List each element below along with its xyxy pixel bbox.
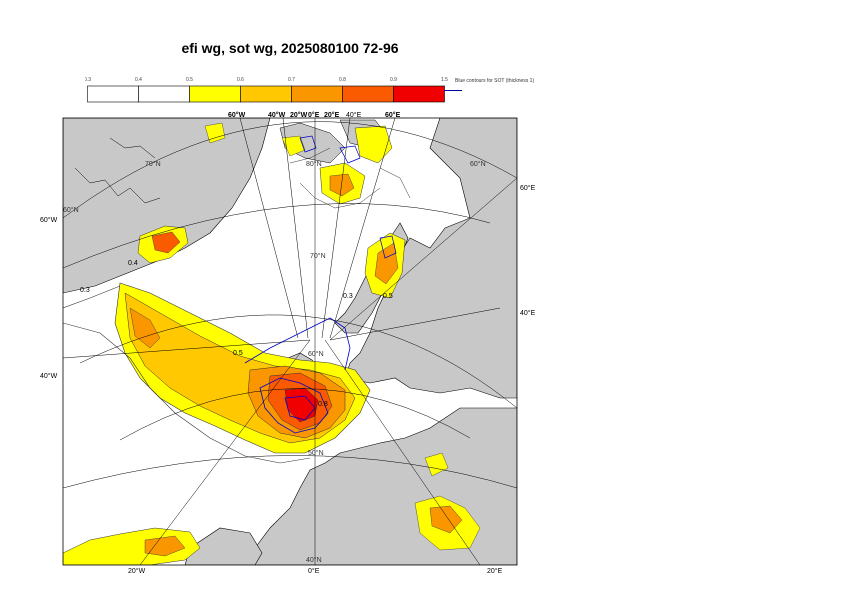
efi-arctic-orange	[329, 173, 355, 197]
colorbar-bin	[393, 85, 445, 103]
lon-label-right: 60°E	[520, 184, 536, 192]
lon-label-top: 60°E	[385, 111, 401, 119]
lat-label: 40°N	[306, 556, 322, 564]
greenland-landmass	[63, 118, 271, 294]
efi-svalbard-yellow	[354, 125, 393, 164]
lat-label: 70°N	[310, 252, 326, 260]
lon-label-top: 0°E	[308, 111, 320, 119]
lon-label-left: 40°W	[40, 372, 58, 380]
colorbar-tick-label: 1.5	[441, 77, 448, 83]
contour-label: 0.5	[383, 293, 393, 300]
colorbar-bin	[87, 85, 139, 103]
colorbar-tick-label: 0.4	[135, 77, 142, 83]
colorbar-bin	[291, 85, 343, 103]
lat-label: 70°N	[145, 160, 161, 168]
colorbar-tick-label: 0.7	[288, 77, 295, 83]
colorbar-tick-label: 0.5	[186, 77, 193, 83]
sot-contour-inner	[284, 395, 316, 421]
contour-label: 0.8	[318, 401, 328, 408]
colorbar-bin	[240, 85, 292, 103]
lat-label: 60°N	[63, 206, 79, 214]
greenland-coast-detail	[74, 137, 161, 204]
contour-label: 0.3	[80, 287, 90, 294]
colorbar-bin	[342, 85, 394, 103]
lon-label-left: 60°W	[40, 216, 58, 224]
colorbar-bin	[189, 85, 241, 103]
contour-label: 0.5	[233, 350, 243, 357]
lon-label-bottom: 20°E	[487, 567, 503, 575]
efi-arctic-north-yellow	[281, 135, 306, 157]
colorbar-tick-label: 0.8	[339, 77, 346, 83]
sot-legend-note: Blue contours for SOT (thickness 1)	[455, 78, 535, 84]
sot-contour-norway	[379, 235, 397, 259]
lon-label-top: 60°W	[228, 111, 246, 119]
lat-label: 60°N	[308, 350, 324, 358]
efi-balkan-yellow	[424, 452, 449, 477]
colorbar-tick-label: 0.9	[390, 77, 397, 83]
efi-norway-orange	[374, 242, 399, 285]
lon-label-bottom: 20°W	[128, 567, 146, 575]
lon-label-top: 40°W	[268, 111, 286, 119]
scandinavia-landmass	[344, 118, 517, 399]
iberia	[184, 527, 263, 565]
colorbar-tick-label: 0.6	[237, 77, 244, 83]
efi-orange-west	[129, 307, 161, 349]
efi-mediterranean-orange	[429, 505, 463, 534]
map-frame	[62, 117, 518, 566]
efi-greenland-north-yellow	[204, 122, 226, 144]
lat-label: 80°N	[306, 160, 322, 168]
sot-legend-line	[444, 90, 462, 91]
efi-contour-03	[63, 285, 311, 464]
map-title: efi wg, sot wg, 2025080100 72-96	[181, 40, 399, 56]
lon-label-top: 40°E	[346, 111, 362, 119]
efi-contour-arctic	[289, 147, 411, 209]
lon-label-top: 20°W	[290, 111, 308, 119]
contour-label: 0.4	[128, 260, 138, 267]
efi-greenland-orange	[151, 231, 181, 254]
sot-contour-main	[244, 317, 351, 434]
efi-southwest-orange	[144, 535, 186, 557]
lat-label: 50°N	[308, 449, 324, 457]
colorbar-tick-label: 0.3	[85, 77, 91, 83]
lon-label-top: 20°E	[324, 111, 340, 119]
colorbar-bin	[138, 85, 190, 103]
lon-label-bottom: 0°E	[308, 567, 320, 575]
map-panel: 70°N 70°N 60°N 60°N 50°N 40°N 80°N 60°N …	[40, 111, 536, 575]
colorbar: 0.3 0.4 0.5 0.6 0.7 0.8 0.9 1.5	[85, 77, 448, 103]
graticule	[63, 118, 517, 565]
contour-label: 0.3	[343, 293, 353, 300]
sot-contour-arctic	[299, 135, 361, 164]
lat-label: 60°N	[470, 160, 486, 168]
lon-label-right: 40°E	[520, 309, 536, 317]
